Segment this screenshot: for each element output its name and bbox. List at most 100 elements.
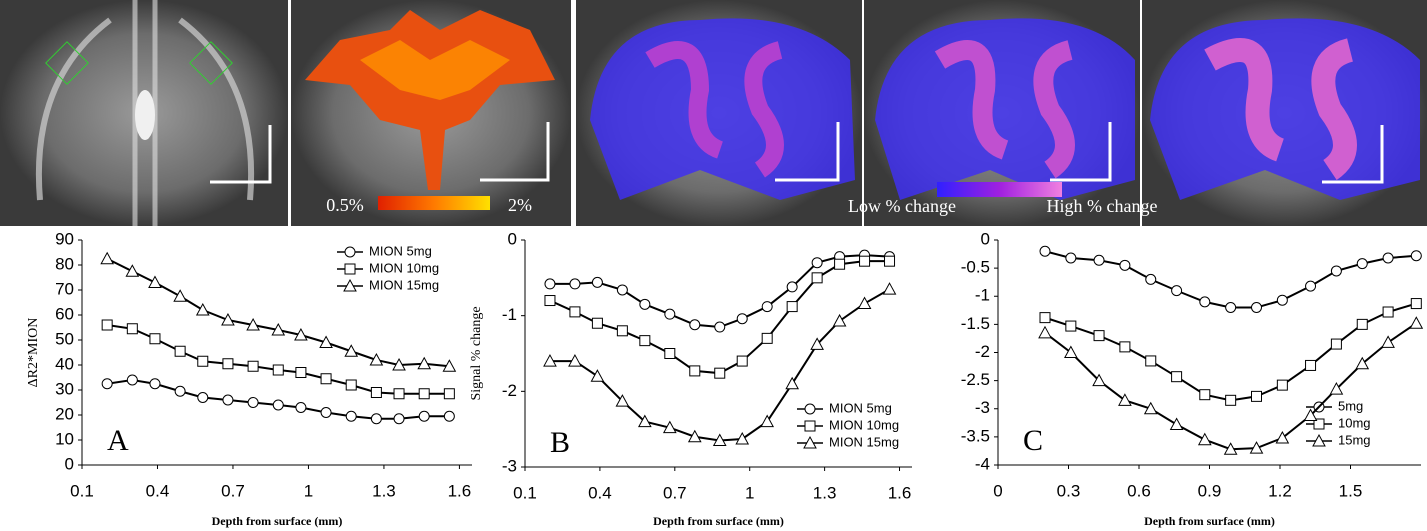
marker bbox=[1381, 335, 1395, 348]
y-tick-label: -3 bbox=[975, 398, 990, 417]
x-tick-label: 0.7 bbox=[663, 483, 687, 502]
marker bbox=[101, 319, 113, 331]
marker bbox=[125, 264, 140, 277]
marker bbox=[370, 387, 382, 398]
marker bbox=[569, 278, 581, 290]
y-tick-label: 40 bbox=[55, 354, 74, 373]
marker bbox=[443, 410, 455, 422]
marker bbox=[615, 394, 630, 407]
y-tick-label: 60 bbox=[55, 304, 74, 323]
marker bbox=[1065, 252, 1077, 264]
marker bbox=[1065, 320, 1077, 332]
legend-label: MION 5mg bbox=[829, 400, 892, 415]
marker bbox=[272, 399, 284, 411]
marker bbox=[1275, 430, 1290, 444]
x-tick-label: 1.5 bbox=[1339, 481, 1363, 500]
marker bbox=[1169, 417, 1184, 430]
marker bbox=[369, 352, 384, 366]
marker bbox=[1199, 389, 1211, 401]
y-axis-label: Signal % change bbox=[469, 306, 484, 400]
marker bbox=[811, 257, 823, 269]
marker bbox=[1064, 345, 1078, 358]
x-tick-label: 0.4 bbox=[146, 481, 170, 500]
marker bbox=[639, 298, 651, 310]
marker bbox=[834, 258, 846, 270]
marker bbox=[393, 413, 405, 425]
y-tick-label: 90 bbox=[55, 229, 74, 248]
x-tick-label: 1 bbox=[745, 483, 754, 502]
marker bbox=[687, 429, 702, 443]
colorbar bbox=[937, 182, 1062, 197]
y-tick-label: 10 bbox=[55, 429, 74, 448]
marker bbox=[568, 354, 582, 367]
x-tick-label: 0.4 bbox=[588, 483, 612, 502]
x-axis-label: Depth from surface (mm) bbox=[653, 514, 784, 528]
marker bbox=[1145, 355, 1157, 367]
marker bbox=[222, 358, 234, 370]
marker bbox=[392, 357, 406, 371]
marker bbox=[417, 356, 432, 370]
panel-label: A bbox=[107, 424, 129, 457]
marker bbox=[294, 327, 308, 341]
marker bbox=[101, 378, 113, 390]
marker bbox=[148, 275, 162, 288]
marker bbox=[149, 378, 161, 390]
panel-label: B bbox=[550, 426, 570, 459]
marker bbox=[786, 301, 798, 313]
x-tick-label: 1.6 bbox=[888, 483, 912, 502]
marker bbox=[1039, 245, 1051, 257]
y-tick-label: -4 bbox=[975, 454, 990, 473]
y-axis-label: ΔR2*MION bbox=[26, 318, 41, 388]
x-axis-label: Depth from surface (mm) bbox=[212, 514, 343, 528]
marker bbox=[1199, 296, 1211, 308]
legend-label: MION 15mg bbox=[829, 434, 899, 449]
marker bbox=[714, 321, 726, 333]
x-tick-label: 0.9 bbox=[1198, 481, 1222, 500]
colorbar-low-label: 0.5% bbox=[326, 195, 364, 215]
marker bbox=[320, 373, 332, 385]
mri-panels: 0.5% 2% Low % change High % change bbox=[0, 0, 1427, 226]
marker bbox=[544, 278, 556, 290]
legend-label: MION 5mg bbox=[369, 243, 432, 258]
marker bbox=[370, 413, 382, 425]
marker bbox=[319, 335, 333, 348]
marker bbox=[272, 364, 284, 376]
marker bbox=[882, 282, 897, 295]
marker bbox=[246, 317, 260, 331]
marker bbox=[859, 255, 871, 267]
y-tick-label: 30 bbox=[55, 379, 74, 398]
y-tick-label: -2 bbox=[502, 381, 517, 400]
legend-marker bbox=[344, 246, 356, 258]
marker bbox=[1197, 432, 1212, 446]
marker bbox=[418, 388, 430, 400]
x-tick-label: 0.1 bbox=[70, 481, 94, 500]
marker bbox=[786, 281, 798, 293]
marker bbox=[1145, 273, 1157, 285]
marker bbox=[320, 407, 332, 418]
marker bbox=[1276, 294, 1288, 306]
marker bbox=[1143, 401, 1158, 415]
marker bbox=[174, 385, 186, 397]
marker bbox=[1305, 280, 1317, 292]
marker bbox=[1038, 325, 1052, 339]
marker bbox=[569, 306, 581, 318]
marker bbox=[810, 337, 824, 350]
marker bbox=[345, 410, 357, 422]
marker bbox=[1329, 382, 1344, 395]
legend-marker bbox=[1313, 418, 1325, 430]
marker bbox=[443, 388, 455, 400]
marker bbox=[295, 367, 307, 378]
marker bbox=[1330, 338, 1342, 350]
marker bbox=[591, 317, 603, 329]
legend-marker bbox=[344, 263, 356, 275]
y-tick-label: 50 bbox=[55, 329, 74, 348]
marker bbox=[591, 276, 603, 288]
marker bbox=[616, 284, 628, 296]
legend-marker bbox=[804, 403, 816, 415]
legend-label: MION 10mg bbox=[829, 417, 899, 432]
marker bbox=[344, 344, 359, 357]
marker bbox=[126, 374, 138, 386]
marker bbox=[271, 322, 286, 336]
y-tick-label: -3.5 bbox=[961, 426, 990, 445]
